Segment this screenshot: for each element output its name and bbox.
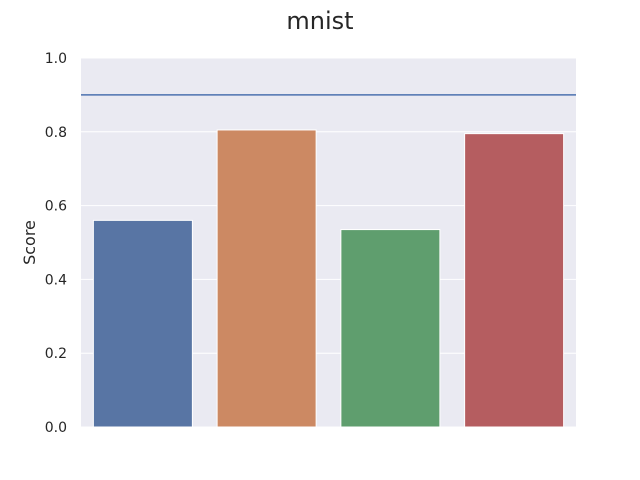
bar — [464, 133, 565, 428]
y-tick-label: 0.8 — [45, 125, 67, 141]
y-tick-label: 0.0 — [45, 420, 67, 436]
y-axis-label: Score — [20, 220, 39, 265]
chart-title: mnist — [286, 7, 353, 35]
y-tick-label: 1.0 — [45, 51, 67, 67]
y-tick-label: 0.4 — [45, 272, 67, 288]
y-tick-label: 0.2 — [45, 346, 67, 362]
bars — [92, 129, 565, 428]
bar — [340, 229, 441, 428]
bar — [216, 129, 317, 428]
y-axis-ticks: 0.0 0.2 0.4 0.6 0.8 1.0 — [45, 51, 67, 436]
bar — [92, 219, 193, 428]
y-tick-label: 0.6 — [45, 199, 67, 215]
